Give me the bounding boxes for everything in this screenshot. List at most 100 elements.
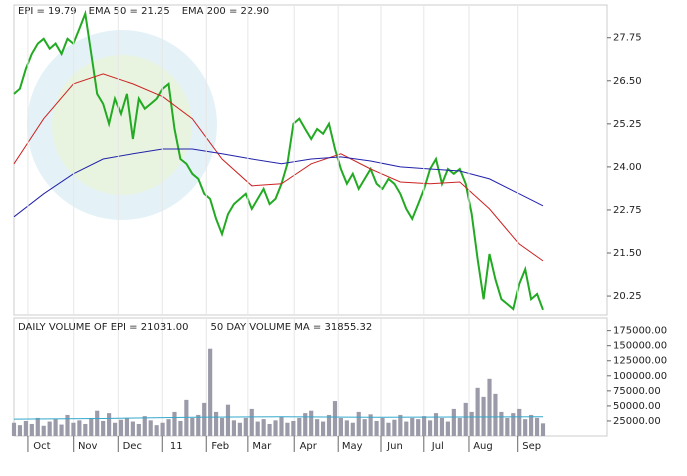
volume-bar xyxy=(243,417,248,436)
x-tick-label: Nov xyxy=(78,441,98,452)
volume-bar xyxy=(285,422,290,436)
volume-bar xyxy=(35,417,40,436)
volume-bar xyxy=(410,417,415,436)
volume-bar xyxy=(47,421,52,436)
volume-bar xyxy=(433,413,439,436)
series-line xyxy=(13,148,544,218)
volume-bar xyxy=(65,414,70,436)
legend-entry: EMA 50 = 21.25 xyxy=(89,6,170,17)
volume-bar xyxy=(374,420,379,436)
y-tick-label: 24.00 xyxy=(613,162,642,173)
volume-bar xyxy=(255,421,260,436)
volume-bar xyxy=(338,417,343,436)
volume-bar xyxy=(315,419,320,436)
volume-bar xyxy=(463,402,468,436)
volume-bar xyxy=(142,416,147,436)
volume-bar xyxy=(53,419,58,436)
volume-bar xyxy=(136,423,141,436)
x-tick-label: May xyxy=(342,441,363,452)
volume-bar xyxy=(511,413,516,436)
volume-bar xyxy=(416,419,421,436)
volume-bar xyxy=(540,423,546,436)
volume-bar xyxy=(11,422,17,436)
series-line xyxy=(13,73,544,262)
volume-bar xyxy=(148,420,153,436)
y-tick-label: 100000.00 xyxy=(613,371,667,382)
volume-bar xyxy=(368,414,373,436)
volume-bar xyxy=(237,422,242,436)
volume-bar xyxy=(77,420,82,436)
y-tick-label: 175000.00 xyxy=(613,326,667,337)
volume-bar xyxy=(422,416,427,436)
volume-bar xyxy=(29,423,34,436)
volume-bar xyxy=(427,420,433,436)
volume-bar xyxy=(130,421,135,436)
volume-bar xyxy=(225,404,231,436)
volume-bar xyxy=(219,417,225,436)
volume-bar xyxy=(41,425,46,436)
volume-bar xyxy=(297,417,302,436)
series-line xyxy=(13,9,544,311)
x-tick-label: Feb xyxy=(211,441,229,452)
volume-bar xyxy=(124,417,130,436)
volume-bar xyxy=(475,387,480,436)
legend-entry: EMA 200 = 22.90 xyxy=(182,6,269,17)
volume-bar xyxy=(178,420,183,436)
volume-bar xyxy=(184,399,189,436)
volume-bar xyxy=(487,378,492,436)
volume-bar xyxy=(231,420,237,436)
y-tick-label: 27.75 xyxy=(613,33,642,44)
y-tick-label: 25.25 xyxy=(613,119,642,130)
x-tick-label: Apr xyxy=(300,441,318,452)
volume-bar xyxy=(154,425,159,436)
volume-bar xyxy=(101,420,106,436)
volume-bar xyxy=(172,411,177,436)
volume-bar xyxy=(249,408,254,436)
y-tick-label: 50000.00 xyxy=(613,401,661,412)
volume-bar xyxy=(332,401,338,436)
volume-bar xyxy=(303,413,308,436)
volume-bar xyxy=(505,417,510,436)
volume-bar xyxy=(350,422,355,436)
volume-bar xyxy=(214,411,219,436)
volume-bar xyxy=(190,417,195,436)
x-tick-label: Dec xyxy=(123,441,142,452)
x-tick-label: Aug xyxy=(473,441,493,452)
volume-bar xyxy=(291,420,296,436)
x-tick-label: Oct xyxy=(33,441,50,452)
x-tick-label: 11 xyxy=(170,441,183,452)
x-tick-label: Mar xyxy=(252,441,272,452)
legend-entry: DAILY VOLUME OF EPI = 21031.00 xyxy=(18,322,188,333)
volume-bar xyxy=(202,402,207,436)
volume-bar xyxy=(208,348,213,436)
y-tick-label: 25000.00 xyxy=(613,416,661,427)
y-tick-label: 20.25 xyxy=(613,291,642,302)
volume-bar xyxy=(398,414,403,436)
volume-bar xyxy=(89,417,94,436)
volume-bar xyxy=(107,413,112,436)
volume-bar xyxy=(71,422,76,436)
volume-bar xyxy=(118,419,124,436)
volume-bar xyxy=(17,425,23,436)
volume-bar xyxy=(523,419,528,436)
volume-bar xyxy=(457,417,462,436)
y-tick-label: 26.50 xyxy=(613,76,642,87)
volume-bar xyxy=(404,421,409,436)
volume-bar xyxy=(160,422,165,436)
volume-bar xyxy=(529,414,534,436)
volume-bar xyxy=(445,421,450,436)
watermark-center xyxy=(52,55,192,195)
volume-bar xyxy=(493,393,498,436)
volume-bar xyxy=(273,420,278,436)
volume-bar xyxy=(517,408,522,436)
volume-bar xyxy=(380,417,385,436)
volume-bar xyxy=(23,420,28,436)
volume-bar xyxy=(59,424,64,436)
legend-entry: 50 DAY VOLUME MA = 31855.32 xyxy=(210,322,372,333)
volume-bar xyxy=(469,411,474,436)
y-tick-label: 75000.00 xyxy=(613,386,661,397)
volume-bar xyxy=(166,419,171,436)
series-line xyxy=(13,416,544,420)
volume-bar xyxy=(320,421,326,436)
